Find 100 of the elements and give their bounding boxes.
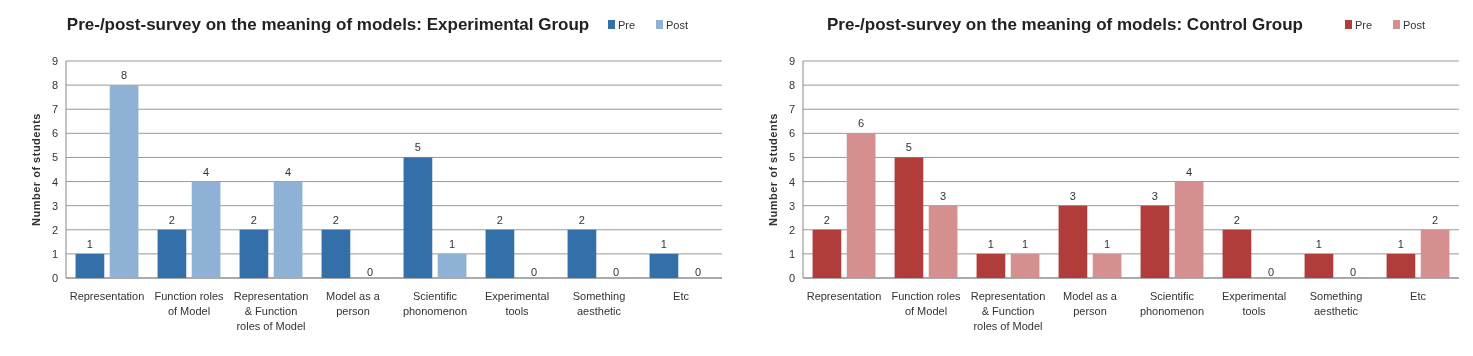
x-tick-label: Experimental tools (1221, 290, 1287, 317)
bar (75, 253, 105, 278)
legend-label: Post (1403, 19, 1426, 31)
x-tick-label: Something aesthetic (572, 290, 626, 317)
data-label: 0 (613, 266, 620, 278)
y-tick-label: 9 (51, 55, 58, 67)
y-tick-label: 7 (788, 103, 795, 116)
data-label: 0 (367, 266, 374, 278)
chart-title: Pre-/post-survey on the meaning of models: Experimental Group (66, 15, 590, 34)
data-label: 2 (250, 213, 257, 226)
x-tick-label: Model as a person (326, 290, 381, 317)
data-label: 4 (285, 165, 292, 178)
y-tick-label: 2 (51, 223, 58, 236)
bar (157, 229, 187, 278)
y-tick-label: 9 (788, 55, 795, 67)
x-tick-label: Etc (673, 290, 690, 302)
y-tick-label: 5 (788, 151, 795, 164)
data-label: 2 (496, 213, 503, 226)
y-tick-label: 0 (788, 272, 795, 284)
y-tick-label: 8 (788, 79, 795, 92)
bar (1420, 229, 1450, 278)
data-label: 3 (1151, 189, 1158, 202)
data-label: 1 (1315, 237, 1322, 250)
data-label: 1 (987, 237, 994, 250)
bar (437, 253, 467, 278)
bar (1386, 253, 1416, 278)
data-label: 1 (660, 237, 667, 250)
y-tick-label: 6 (788, 127, 795, 140)
bar (273, 181, 303, 278)
data-label: 1 (86, 237, 93, 250)
legend-label: Pre (618, 19, 636, 31)
data-label: 3 (940, 189, 947, 202)
x-tick-label: Function roles of Model (154, 290, 225, 317)
y-tick-label: 3 (788, 199, 795, 212)
y-tick-label: 0 (51, 272, 58, 284)
bar (1304, 253, 1334, 278)
bar (567, 229, 597, 278)
bar (1058, 205, 1088, 278)
bar (812, 229, 842, 278)
bar (846, 133, 876, 278)
bar (928, 205, 958, 278)
bar (976, 253, 1006, 278)
x-tick-label: Experimental tools (484, 290, 550, 317)
bar (485, 229, 515, 278)
x-tick-label: Representation (806, 290, 882, 302)
data-label: 1 (449, 237, 456, 250)
y-tick-label: 6 (51, 127, 58, 140)
bar (191, 181, 221, 278)
bar (894, 157, 924, 278)
bar (1092, 253, 1122, 278)
data-label: 0 (695, 266, 702, 278)
x-tick-label: Function roles of Model (891, 290, 962, 317)
data-label: 1 (1104, 237, 1111, 250)
data-label: 0 (531, 266, 538, 278)
data-label: 5 (414, 141, 421, 154)
x-tick-label: Etc (1410, 290, 1427, 302)
data-label: 0 (1268, 266, 1275, 278)
x-tick-label: Model as a person (1063, 290, 1118, 317)
data-label: 1 (1022, 237, 1029, 250)
y-tick-label: 4 (51, 175, 58, 188)
x-tick-label: Representation & Function roles of Model (233, 290, 309, 332)
x-tick-label: Scientific phonomenon (402, 290, 468, 317)
data-label: 2 (332, 213, 339, 226)
x-tick-label: Scientific phonomenon (1139, 290, 1205, 317)
data-label: 3 (1069, 189, 1076, 202)
bar (1140, 205, 1170, 278)
data-label: 8 (121, 69, 128, 82)
x-tick-label: Representation (69, 290, 145, 302)
y-tick-label: 5 (51, 151, 58, 164)
bar (1010, 253, 1040, 278)
data-label: 5 (905, 141, 912, 154)
y-axis-title: Number of students (767, 113, 779, 226)
bar (239, 229, 269, 278)
data-label: 2 (823, 213, 830, 226)
bar (1222, 229, 1252, 278)
y-tick-label: 1 (788, 247, 795, 260)
y-tick-label: 3 (51, 199, 58, 212)
y-tick-label: 2 (788, 223, 795, 236)
x-tick-label: Representation & Function roles of Model (970, 290, 1046, 332)
data-label: 2 (578, 213, 585, 226)
bar (109, 85, 139, 278)
y-axis-title: Number of students (30, 113, 42, 226)
bar (649, 253, 679, 278)
bar (403, 157, 433, 278)
legend-label: Pre (1355, 19, 1373, 31)
data-label: 4 (203, 165, 210, 178)
y-tick-label: 4 (788, 175, 795, 188)
data-label: 2 (168, 213, 175, 226)
bar (1174, 181, 1204, 278)
data-label: 1 (1397, 237, 1404, 250)
data-label: 4 (1186, 165, 1193, 178)
chart-title: Pre-/post-survey on the meaning of models: Control Group (826, 15, 1304, 34)
data-label: 2 (1233, 213, 1240, 226)
y-tick-label: 7 (51, 103, 58, 116)
x-tick-label: Something aesthetic (1309, 290, 1363, 317)
y-tick-label: 8 (51, 79, 58, 92)
y-tick-label: 1 (51, 247, 58, 260)
legend-label: Post (666, 19, 689, 31)
data-label: 6 (858, 117, 865, 130)
data-label: 2 (1432, 213, 1439, 226)
